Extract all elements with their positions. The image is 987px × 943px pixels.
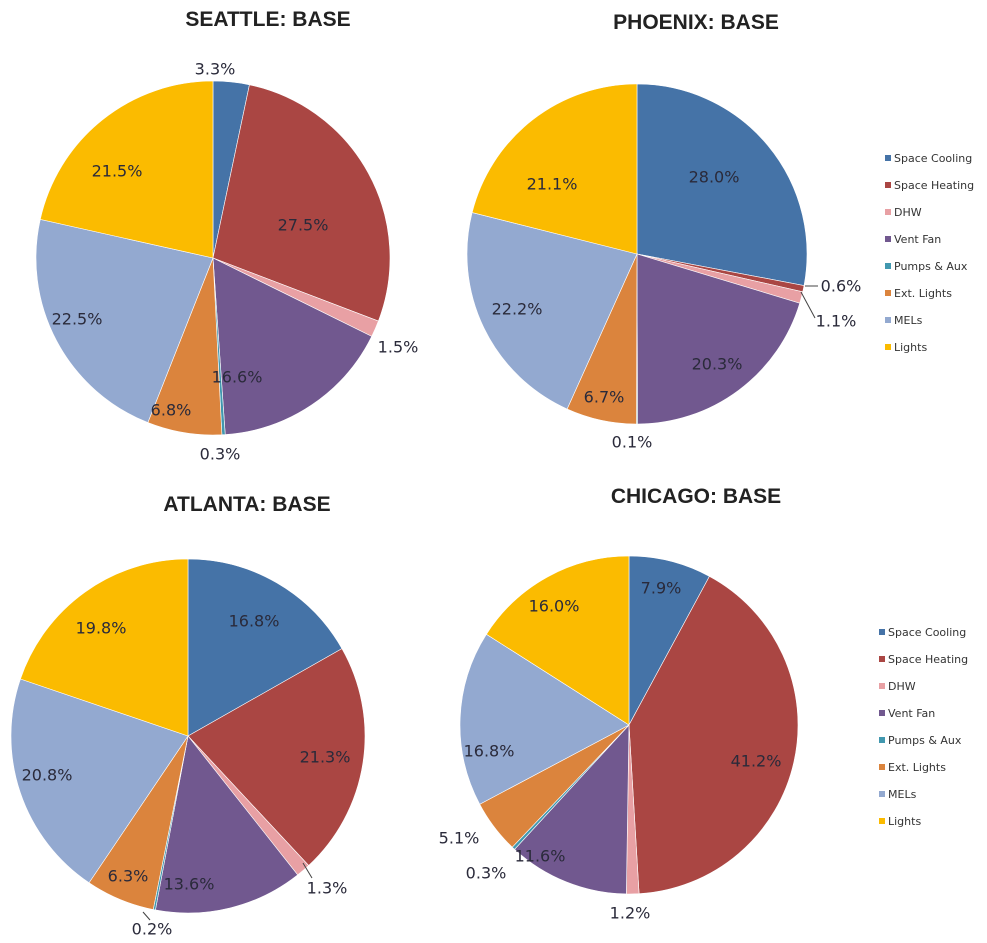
seattle-label-lights: 21.5%	[92, 162, 143, 181]
atlanta-slice-vent-fan	[155, 735, 299, 914]
seattle-label-ext-lights: 6.8%	[151, 401, 192, 420]
chicago-legend-item-ext-lights: Ext. Lights	[888, 761, 946, 774]
chicago-legend-swatch-mels	[879, 791, 885, 797]
phoenix-label-space-cooling: 28.0%	[689, 168, 740, 187]
atlanta-label-mels: 20.8%	[22, 766, 73, 785]
phoenix-slice-mels	[466, 212, 638, 410]
seattle-slice-vent-fan	[212, 257, 373, 435]
phoenix-slice-lights	[471, 83, 638, 255]
chicago-legend-swatch-vent-fan	[879, 710, 885, 716]
seattle-label-vent-fan: 16.6%	[212, 368, 263, 387]
atlanta-slice-lights	[20, 558, 189, 737]
phoenix-slice-space-cooling	[636, 83, 808, 286]
atlanta-leader-pumps-aux	[142, 911, 151, 921]
atlanta-label-space-heating: 21.3%	[300, 748, 351, 767]
chicago-legend-item-dhw: DHW	[888, 680, 916, 693]
chicago-slice-vent-fan	[514, 724, 630, 895]
chicago-legend-item-space-cooling: Space Cooling	[888, 626, 966, 639]
phoenix-legend-item-vent-fan: Vent Fan	[894, 233, 941, 246]
chicago-slice-space-heating	[628, 575, 799, 895]
atlanta-label-vent-fan: 13.6%	[164, 875, 215, 894]
atlanta-label-pumps-aux: 0.2%	[132, 920, 173, 939]
phoenix-legend-swatch-pumps-aux	[885, 263, 891, 269]
chicago-legend-item-space-heating: Space Heating	[888, 653, 968, 666]
atlanta-leader-dhw	[302, 862, 313, 879]
phoenix-legend-swatch-space-heating	[885, 182, 891, 188]
chicago-legend: Space Cooling Space Heating DHW Vent Fan Pum…	[879, 626, 968, 828]
phoenix-chart-title: PHOENIX: BASE	[613, 11, 779, 34]
phoenix-chart: PHOENIX: BASE 28.0% 0.6% 1.1% 20.3% 0.1% 6.7%…	[466, 11, 974, 452]
chicago-label-vent-fan: 11.6%	[515, 847, 566, 866]
phoenix-legend-item-lights: Lights	[894, 341, 927, 354]
phoenix-leader-dhw	[800, 291, 816, 319]
seattle-slice-lights	[39, 80, 214, 259]
chicago-label-lights: 16.0%	[529, 597, 580, 616]
chicago-label-space-heating: 41.2%	[731, 752, 782, 771]
phoenix-legend-swatch-ext-lights	[885, 290, 891, 296]
seattle-label-mels: 22.5%	[52, 310, 103, 329]
phoenix-legend-item-space-heating: Space Heating	[894, 179, 974, 192]
atlanta-chart-title: ATLANTA: BASE	[163, 493, 330, 516]
phoenix-label-vent-fan: 20.3%	[692, 355, 743, 374]
chicago-slice-lights	[485, 555, 630, 726]
atlanta-label-dhw: 1.3%	[307, 879, 348, 898]
chicago-legend-swatch-lights	[879, 818, 885, 824]
chicago-legend-item-mels: MELs	[888, 788, 917, 801]
seattle-label-dhw: 1.5%	[378, 338, 419, 357]
chicago-chart-title: CHICAGO: BASE	[611, 485, 781, 508]
chicago-label-dhw: 1.2%	[610, 904, 651, 923]
phoenix-label-space-heating: 0.6%	[821, 277, 862, 296]
chicago-legend-swatch-space-heating	[879, 656, 885, 662]
chicago-chart: CHICAGO: BASE 7.9% 41.2% 1.2% 11.6% 0.3% 5.1%…	[439, 485, 968, 923]
chicago-legend-item-pumps-aux: Pumps & Aux	[888, 734, 962, 747]
seattle-label-pumps-aux: 0.3%	[200, 445, 241, 464]
seattle-label-space-heating: 27.5%	[278, 216, 329, 235]
atlanta-slice-space-cooling	[187, 558, 343, 737]
seattle-chart: SEATTLE: BASE 3.3% 27.5% 1.5% 16.6% 0.3% 6.8%…	[35, 8, 419, 464]
phoenix-label-dhw: 1.1%	[816, 312, 857, 331]
phoenix-legend-swatch-vent-fan	[885, 236, 891, 242]
seattle-slice-space-heating	[212, 84, 391, 322]
phoenix-label-lights: 21.1%	[527, 175, 578, 194]
chicago-legend-swatch-ext-lights	[879, 764, 885, 770]
atlanta-slice-mels	[10, 678, 189, 884]
phoenix-legend-item-pumps-aux: Pumps & Aux	[894, 260, 968, 273]
phoenix-legend-swatch-space-cooling	[885, 155, 891, 161]
phoenix-slice-vent-fan	[636, 253, 801, 425]
phoenix-legend-swatch-lights	[885, 344, 891, 350]
phoenix-legend-item-space-cooling: Space Cooling	[894, 152, 972, 165]
seattle-label-space-cooling: 3.3%	[195, 60, 236, 79]
atlanta-label-lights: 19.8%	[76, 619, 127, 638]
atlanta-label-space-cooling: 16.8%	[229, 612, 280, 631]
phoenix-legend-swatch-mels	[885, 317, 891, 323]
atlanta-label-ext-lights: 6.3%	[108, 867, 149, 886]
chicago-slice-mels	[459, 633, 630, 805]
seattle-chart-title: SEATTLE: BASE	[185, 8, 350, 31]
chicago-legend-swatch-space-cooling	[879, 629, 885, 635]
phoenix-label-ext-lights: 6.7%	[584, 388, 625, 407]
chicago-legend-swatch-pumps-aux	[879, 737, 885, 743]
chicago-label-space-cooling: 7.9%	[641, 579, 682, 598]
phoenix-legend-swatch-dhw	[885, 209, 891, 215]
atlanta-slice-space-heating	[187, 648, 366, 866]
phoenix-legend: Space Cooling Space Heating DHW Vent Fan Pum…	[885, 152, 974, 354]
phoenix-label-mels: 22.2%	[492, 300, 543, 319]
chicago-label-mels: 16.8%	[464, 742, 515, 761]
phoenix-label-pumps-aux: 0.1%	[612, 433, 653, 452]
atlanta-chart: ATLANTA: BASE 16.8% 21.3% 1.3% 13.6% 0.2% 6.3…	[10, 493, 366, 939]
chicago-legend-swatch-dhw	[879, 683, 885, 689]
phoenix-legend-item-mels: MELs	[894, 314, 923, 327]
chicago-legend-item-lights: Lights	[888, 815, 921, 828]
seattle-slice-mels	[35, 219, 214, 423]
chicago-label-ext-lights: 5.1%	[439, 829, 480, 848]
chicago-legend-item-vent-fan: Vent Fan	[888, 707, 935, 720]
chicago-label-pumps-aux: 0.3%	[466, 864, 507, 883]
phoenix-legend-item-ext-lights: Ext. Lights	[894, 287, 952, 300]
phoenix-legend-item-dhw: DHW	[894, 206, 922, 219]
